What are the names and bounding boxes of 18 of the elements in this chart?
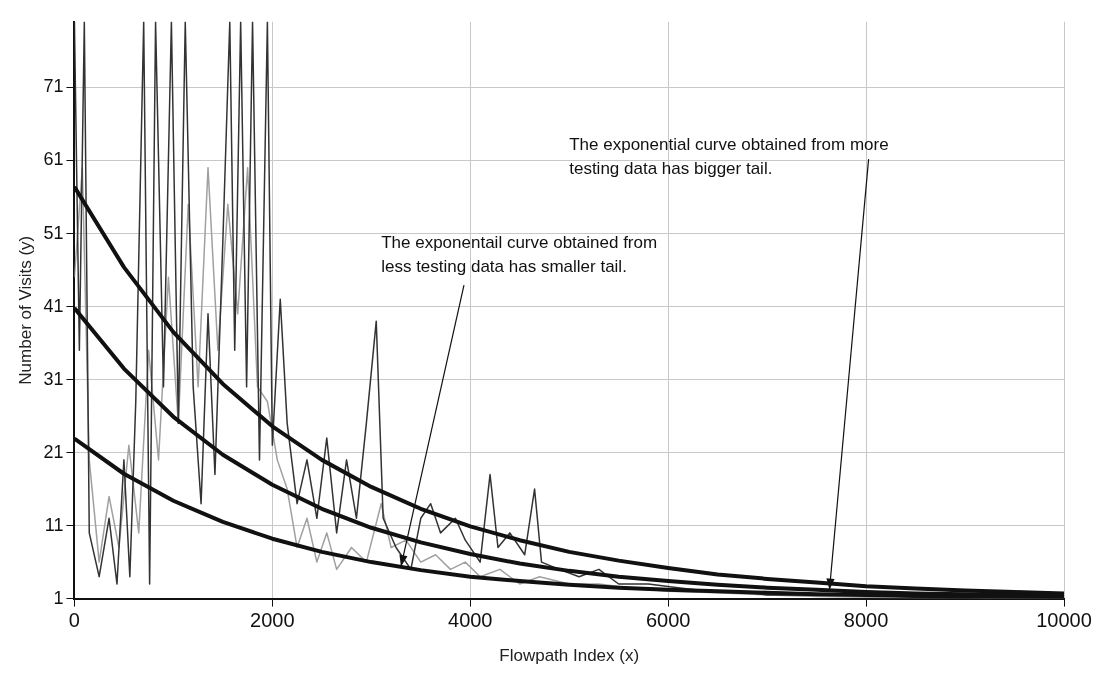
y-tick-label: 51 xyxy=(43,222,64,243)
y-tick-label: 1 xyxy=(53,587,64,608)
y-tick-label: 11 xyxy=(44,514,64,535)
x-tick-label: 2000 xyxy=(250,609,295,632)
x-tick-label: 8000 xyxy=(843,609,889,632)
x-tick-label: 0 xyxy=(68,609,80,632)
x-axis-title: Flowpath Index (x) xyxy=(499,646,640,666)
x-tick-label: 10000 xyxy=(1036,609,1092,632)
y-tick-label: 41 xyxy=(43,295,64,316)
y-tick-label: 31 xyxy=(43,368,64,389)
y-tick-label: 71 xyxy=(43,76,64,97)
annotation: The exponentail curve obtained from less testing data has smaller tail. xyxy=(381,233,658,277)
y-axis-title: Number of Visits (y) xyxy=(15,235,35,385)
x-tick-label: 6000 xyxy=(645,609,691,632)
annotation: The exponential curve obtained from more testing data has bigger tail. xyxy=(569,135,889,179)
y-tick-label: 21 xyxy=(43,441,64,462)
x-tick-label: 4000 xyxy=(448,609,493,632)
y-tick-label: 61 xyxy=(43,149,64,170)
